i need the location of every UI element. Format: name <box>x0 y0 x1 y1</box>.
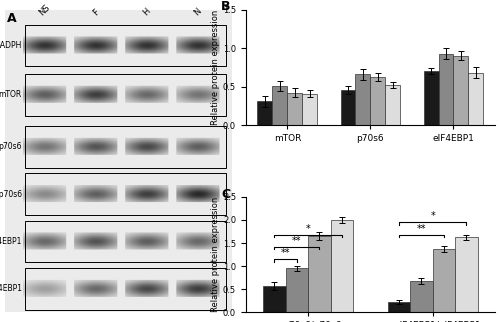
Bar <box>340 90 355 125</box>
Bar <box>438 53 454 125</box>
Bar <box>264 286 285 312</box>
Bar <box>26 74 226 116</box>
Bar <box>26 173 226 215</box>
Text: *: * <box>306 224 310 234</box>
Text: B: B <box>221 0 230 14</box>
Text: GADPH: GADPH <box>0 41 22 50</box>
Bar <box>26 221 226 262</box>
Bar <box>26 126 226 168</box>
Bar <box>26 268 226 309</box>
Bar <box>370 77 386 125</box>
Y-axis label: Relative protein expression: Relative protein expression <box>211 10 220 125</box>
Text: NS: NS <box>38 3 52 17</box>
Text: **: ** <box>281 248 290 258</box>
Text: N: N <box>192 6 203 17</box>
Text: H: H <box>141 6 152 17</box>
Bar <box>288 93 302 125</box>
Text: mTOR: mTOR <box>0 90 22 99</box>
Bar <box>386 85 400 125</box>
Bar <box>258 101 272 125</box>
Bar <box>356 74 370 125</box>
Bar <box>468 73 483 125</box>
Text: **: ** <box>292 236 302 246</box>
Bar <box>286 269 308 312</box>
Text: C: C <box>221 188 230 201</box>
Bar <box>302 94 317 125</box>
Bar <box>432 249 455 312</box>
Y-axis label: Relative protein expression: Relative protein expression <box>211 197 220 312</box>
Text: eIF4EBP1: eIF4EBP1 <box>0 237 22 246</box>
Bar <box>26 25 226 66</box>
Text: F: F <box>90 7 101 17</box>
Bar <box>308 236 330 312</box>
Bar <box>454 56 468 125</box>
Text: p70s6: p70s6 <box>0 142 22 151</box>
Bar <box>388 302 410 312</box>
Text: A: A <box>8 12 17 24</box>
Bar <box>330 220 353 312</box>
Text: *: * <box>430 211 435 221</box>
Text: p-eIF4EBP1: p-eIF4EBP1 <box>0 284 22 293</box>
Bar <box>272 86 287 125</box>
Text: **: ** <box>416 224 426 234</box>
Bar <box>410 281 432 312</box>
Bar <box>424 71 438 125</box>
Text: p-p70s6: p-p70s6 <box>0 190 22 199</box>
Bar <box>455 238 477 312</box>
